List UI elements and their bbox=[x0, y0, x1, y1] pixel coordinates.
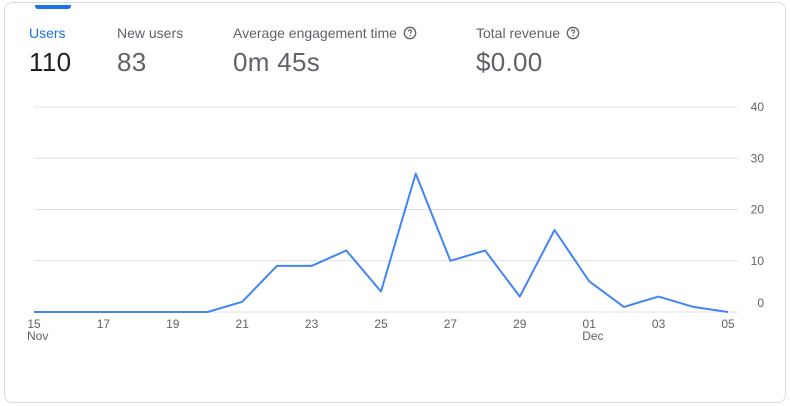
x-tick-label: 01 bbox=[583, 317, 597, 331]
y-tick-label: 10 bbox=[751, 254, 765, 268]
x-tick-label: 27 bbox=[444, 317, 458, 331]
x-tick-label: 19 bbox=[166, 317, 180, 331]
y-tick-label: 30 bbox=[751, 151, 765, 165]
y-tick-label: 20 bbox=[751, 203, 765, 217]
x-month-label: Nov bbox=[27, 329, 48, 343]
x-tick-label: 21 bbox=[236, 317, 250, 331]
metric-label: New users bbox=[117, 25, 184, 41]
x-tick-label: 03 bbox=[652, 317, 666, 331]
x-tick-label: 25 bbox=[374, 317, 388, 331]
help-icon[interactable] bbox=[403, 26, 417, 40]
metric-tab-new-users[interactable]: New users 83 bbox=[117, 25, 183, 78]
series-line bbox=[34, 172, 729, 313]
metric-label: Average engagement time bbox=[233, 25, 417, 41]
x-tick-label: 29 bbox=[513, 317, 527, 331]
metric-tab-users[interactable]: Users 110 bbox=[29, 25, 71, 78]
metric-value: $0.00 bbox=[476, 47, 543, 77]
y-tick-label: 0 bbox=[757, 296, 764, 310]
active-tab-indicator bbox=[35, 5, 71, 9]
x-tick-label: 23 bbox=[305, 317, 319, 331]
metric-value: 110 bbox=[29, 47, 72, 77]
x-tick-label: 15 bbox=[27, 317, 41, 331]
metric-value: 83 bbox=[117, 47, 147, 77]
metric-tab-total-revenue[interactable]: Total revenue $0.00 bbox=[476, 25, 580, 78]
x-month-label: Dec bbox=[582, 329, 603, 343]
metrics-card: Users 110 New users 83 Average engagemen… bbox=[4, 2, 786, 403]
metric-label: Users bbox=[29, 25, 66, 41]
help-icon[interactable] bbox=[566, 26, 580, 40]
metric-label: Total revenue bbox=[476, 25, 580, 41]
x-tick-label: 17 bbox=[97, 317, 111, 331]
x-tick-label: 05 bbox=[721, 317, 735, 331]
y-tick-label: 40 bbox=[751, 100, 765, 114]
metric-value: 0m 45s bbox=[233, 47, 321, 77]
metric-tab-average-engagement-time[interactable]: Average engagement time 0m 45s bbox=[233, 25, 417, 78]
